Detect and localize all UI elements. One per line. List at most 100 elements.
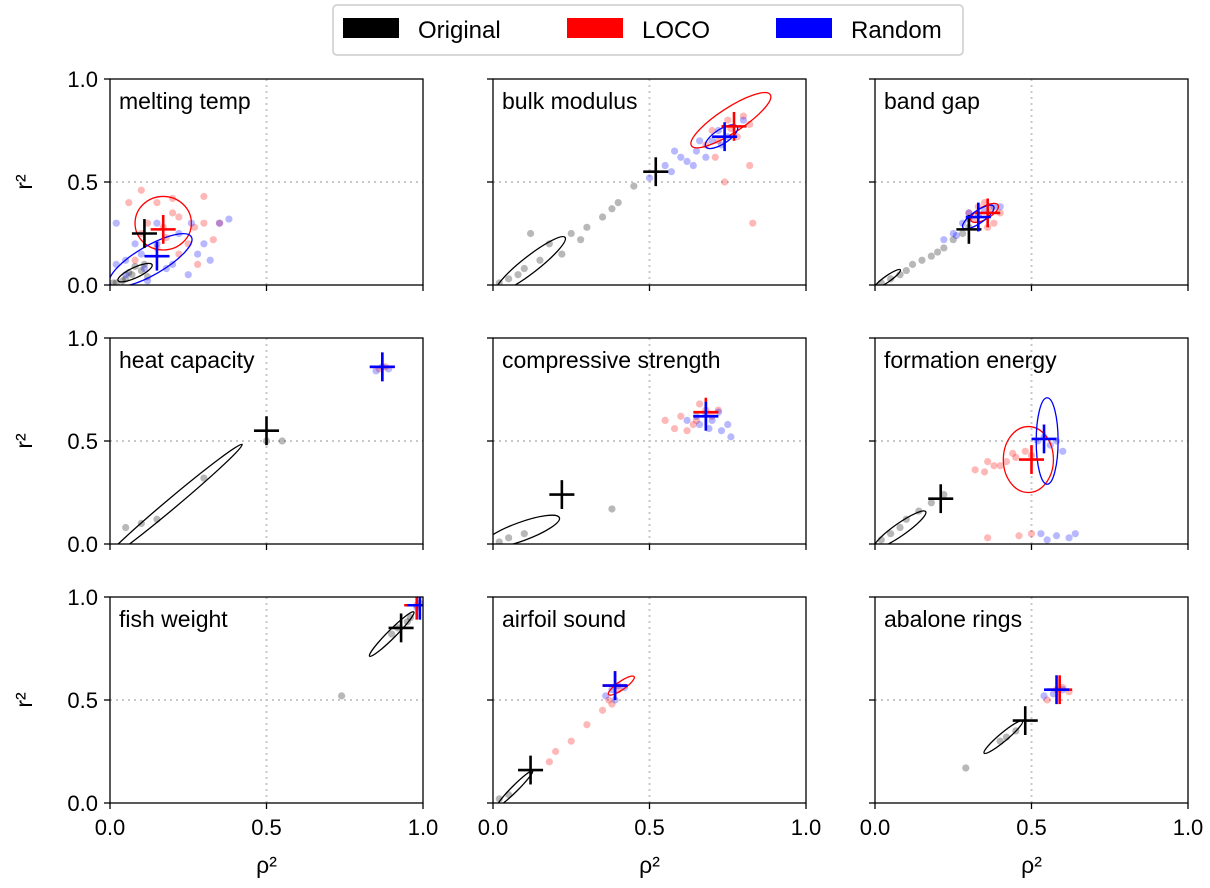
point-random xyxy=(1052,532,1061,540)
point-loco xyxy=(567,737,575,745)
panel-title: airfoil sound xyxy=(502,606,626,632)
y-tick-label: 0.5 xyxy=(67,170,98,195)
point-original xyxy=(918,256,926,264)
point-original xyxy=(128,271,136,279)
point-random xyxy=(717,427,726,435)
point-loco xyxy=(990,219,998,227)
point-loco xyxy=(670,425,679,433)
legend-label-original: Original xyxy=(418,17,501,44)
ellipse-random xyxy=(961,204,995,230)
point-random xyxy=(692,147,701,155)
point-random xyxy=(683,416,691,424)
data-layer xyxy=(875,338,1188,544)
point-original xyxy=(940,244,948,252)
data-layer xyxy=(875,79,1188,285)
point-original xyxy=(896,523,904,532)
point-original xyxy=(962,764,970,772)
legend-label-loco: LOCO xyxy=(642,17,710,44)
point-loco xyxy=(749,219,757,227)
x-tick-label: 1.0 xyxy=(408,815,439,840)
point-random xyxy=(1043,536,1051,544)
point-loco xyxy=(200,219,208,227)
point-loco xyxy=(721,178,729,186)
point-original xyxy=(200,474,208,482)
point-original xyxy=(598,213,607,221)
ellipse-original xyxy=(368,611,415,658)
point-loco xyxy=(692,416,701,424)
x-tick-label: 0.5 xyxy=(251,815,282,840)
legend-swatch-loco xyxy=(567,18,623,38)
point-random xyxy=(645,174,654,182)
point-original xyxy=(927,252,935,260)
point-loco xyxy=(980,468,989,476)
y-tick-label: 0.0 xyxy=(67,532,98,557)
point-loco xyxy=(1009,449,1017,457)
x-tick-label: 0.0 xyxy=(860,815,891,840)
subplot-formation-energy: formation energy xyxy=(869,337,1189,550)
point-original xyxy=(959,229,967,238)
point-loco xyxy=(175,250,183,258)
subplot-abalone-rings: 0.0 0.5 1.0 abalone rings ρ² xyxy=(860,596,1203,878)
point-original xyxy=(278,437,286,445)
point-original xyxy=(520,530,528,538)
y-axis-label: r² xyxy=(11,433,37,449)
point-original xyxy=(908,260,917,268)
point-random xyxy=(215,219,224,227)
y-tick-label: 0.5 xyxy=(67,688,98,713)
point-loco xyxy=(605,696,613,704)
x-tick-label: 0.0 xyxy=(95,815,126,840)
point-loco xyxy=(708,126,716,135)
point-random xyxy=(695,137,704,145)
ellipse-original xyxy=(117,262,153,283)
point-random xyxy=(1040,692,1048,700)
x-axis-label: ρ² xyxy=(256,852,277,878)
point-loco xyxy=(153,199,161,207)
y-axis-label: r² xyxy=(11,692,37,708)
point-random xyxy=(940,236,948,244)
ellipse-loco xyxy=(607,675,636,696)
subplot-melting-temp: 0.0 0.5 1.0 melting temp r² xyxy=(11,67,424,298)
point-random xyxy=(667,168,676,176)
point-random xyxy=(137,250,145,258)
point-random xyxy=(739,116,748,124)
point-random xyxy=(724,420,732,429)
point-original xyxy=(536,256,544,264)
point-loco xyxy=(1043,696,1051,704)
point-random xyxy=(140,264,149,273)
point-random xyxy=(705,425,713,433)
y-tick-label: 0.0 xyxy=(67,791,98,816)
point-random xyxy=(708,137,716,145)
point-loco xyxy=(711,153,719,161)
y-tick-label: 1.0 xyxy=(67,585,98,610)
point-random xyxy=(194,250,202,258)
ellipse-original xyxy=(875,510,927,544)
data-layer xyxy=(493,79,806,285)
point-loco xyxy=(209,236,217,244)
point-loco xyxy=(996,209,1004,217)
point-random xyxy=(206,256,214,264)
point-loco xyxy=(661,416,669,424)
point-loco xyxy=(990,462,998,470)
data-layer xyxy=(110,338,423,544)
panel-title: fish weight xyxy=(119,606,228,632)
point-loco xyxy=(724,116,732,124)
y-tick-label: 0.0 xyxy=(67,273,98,298)
point-original xyxy=(338,692,346,700)
point-loco xyxy=(125,199,133,207)
point-loco xyxy=(552,747,560,756)
point-random xyxy=(952,231,960,240)
panel-title: compressive strength xyxy=(502,347,721,373)
point-original xyxy=(630,182,638,190)
x-axis-label: ρ² xyxy=(1021,852,1042,878)
point-loco xyxy=(984,534,992,542)
point-loco xyxy=(175,213,183,221)
point-original xyxy=(608,505,616,513)
point-random xyxy=(677,153,685,161)
subplot-grid: 0.0 0.5 1.0 melting temp r² bulk modulus band … xyxy=(11,67,1203,878)
point-original xyxy=(495,795,503,803)
point-loco xyxy=(746,120,754,128)
data-layer xyxy=(493,338,806,544)
point-original xyxy=(526,229,535,238)
point-loco xyxy=(545,758,553,766)
